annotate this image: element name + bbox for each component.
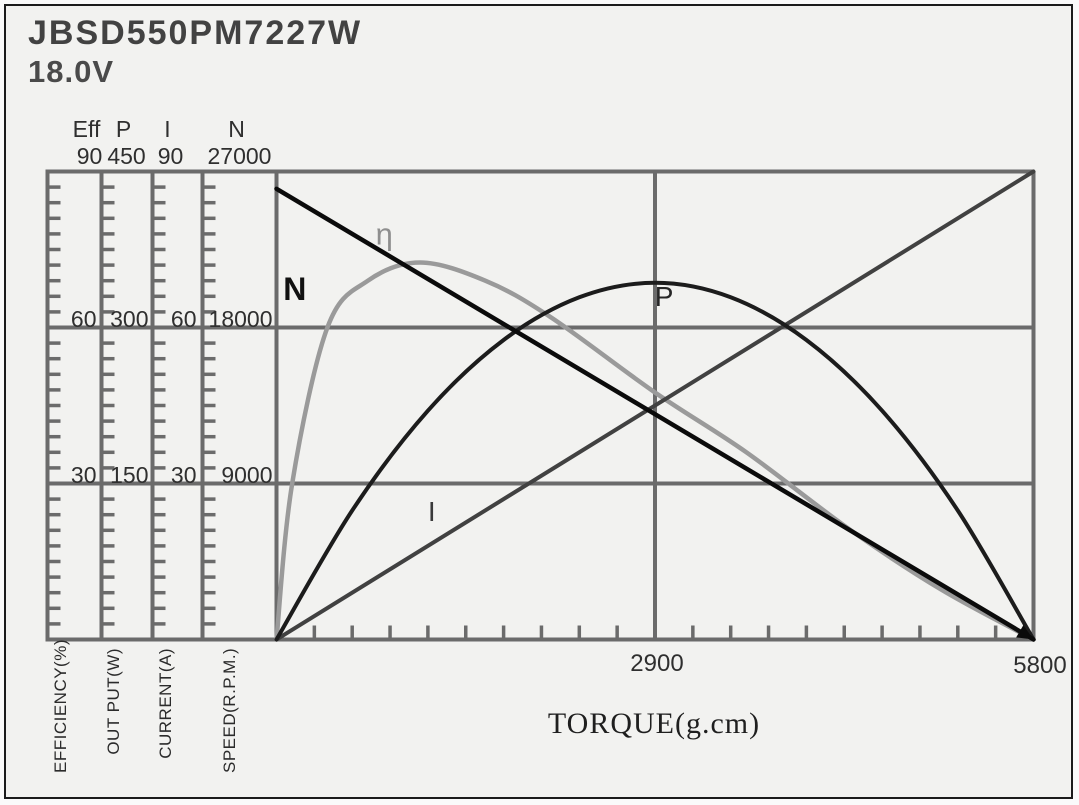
model-title: JBSD550PM7227W (28, 14, 363, 52)
axis-max-n: 27000 (207, 142, 272, 169)
chart-canvas (45, 169, 1036, 642)
curve-label-p: P (654, 281, 674, 313)
axis-midupper-n: 18000 (208, 305, 273, 332)
axis-unit-p: OUT PUT(W) (103, 647, 123, 755)
axis-header-eff: Eff (72, 115, 101, 142)
curve-label-n: N (283, 271, 307, 308)
axis-max-p: 450 (107, 142, 146, 169)
curve-p (274, 280, 1036, 642)
x-axis-minor-ticks (312, 625, 998, 640)
axis-unit-eff: EFFICIENCY(%) (50, 638, 70, 773)
axis-midupper-i: 60 (170, 305, 197, 332)
gridlines (45, 169, 1036, 642)
x-tick-label-2900: 2900 (630, 650, 684, 677)
axis-midlower-p: 150 (110, 461, 149, 488)
axis-header-p: P (115, 115, 132, 142)
axis-midlower-eff: 30 (70, 461, 97, 488)
axis-midlower-i: 30 (170, 461, 197, 488)
curve-n (274, 186, 1036, 642)
curve-i (274, 169, 1036, 642)
axis-max-i: 90 (157, 142, 184, 169)
curve-label-eta: η (375, 216, 393, 252)
axis-unit-i: CURRENT(A) (155, 647, 175, 759)
axis-header-i: I (164, 115, 171, 142)
axis-midupper-eff: 60 (70, 305, 97, 332)
x-tick-label-5800: 5800 (1013, 652, 1067, 679)
axis-midupper-p: 300 (110, 305, 149, 332)
chart-frame: JBSD550PM7227W 18.0V 2900 5800 TORQUE(g.… (4, 4, 1073, 799)
axis-midlower-n: 9000 (221, 461, 273, 488)
axis-unit-n: SPEED(R.P.M.) (219, 647, 239, 773)
axis-max-eff: 90 (76, 142, 103, 169)
axis-header-n: N (228, 115, 245, 142)
x-axis-title: TORQUE(g.cm) (547, 707, 761, 740)
curve-label-i: I (427, 495, 436, 527)
ruler-minor-ticks (47, 185, 216, 626)
voltage-label: 18.0V (28, 54, 115, 89)
